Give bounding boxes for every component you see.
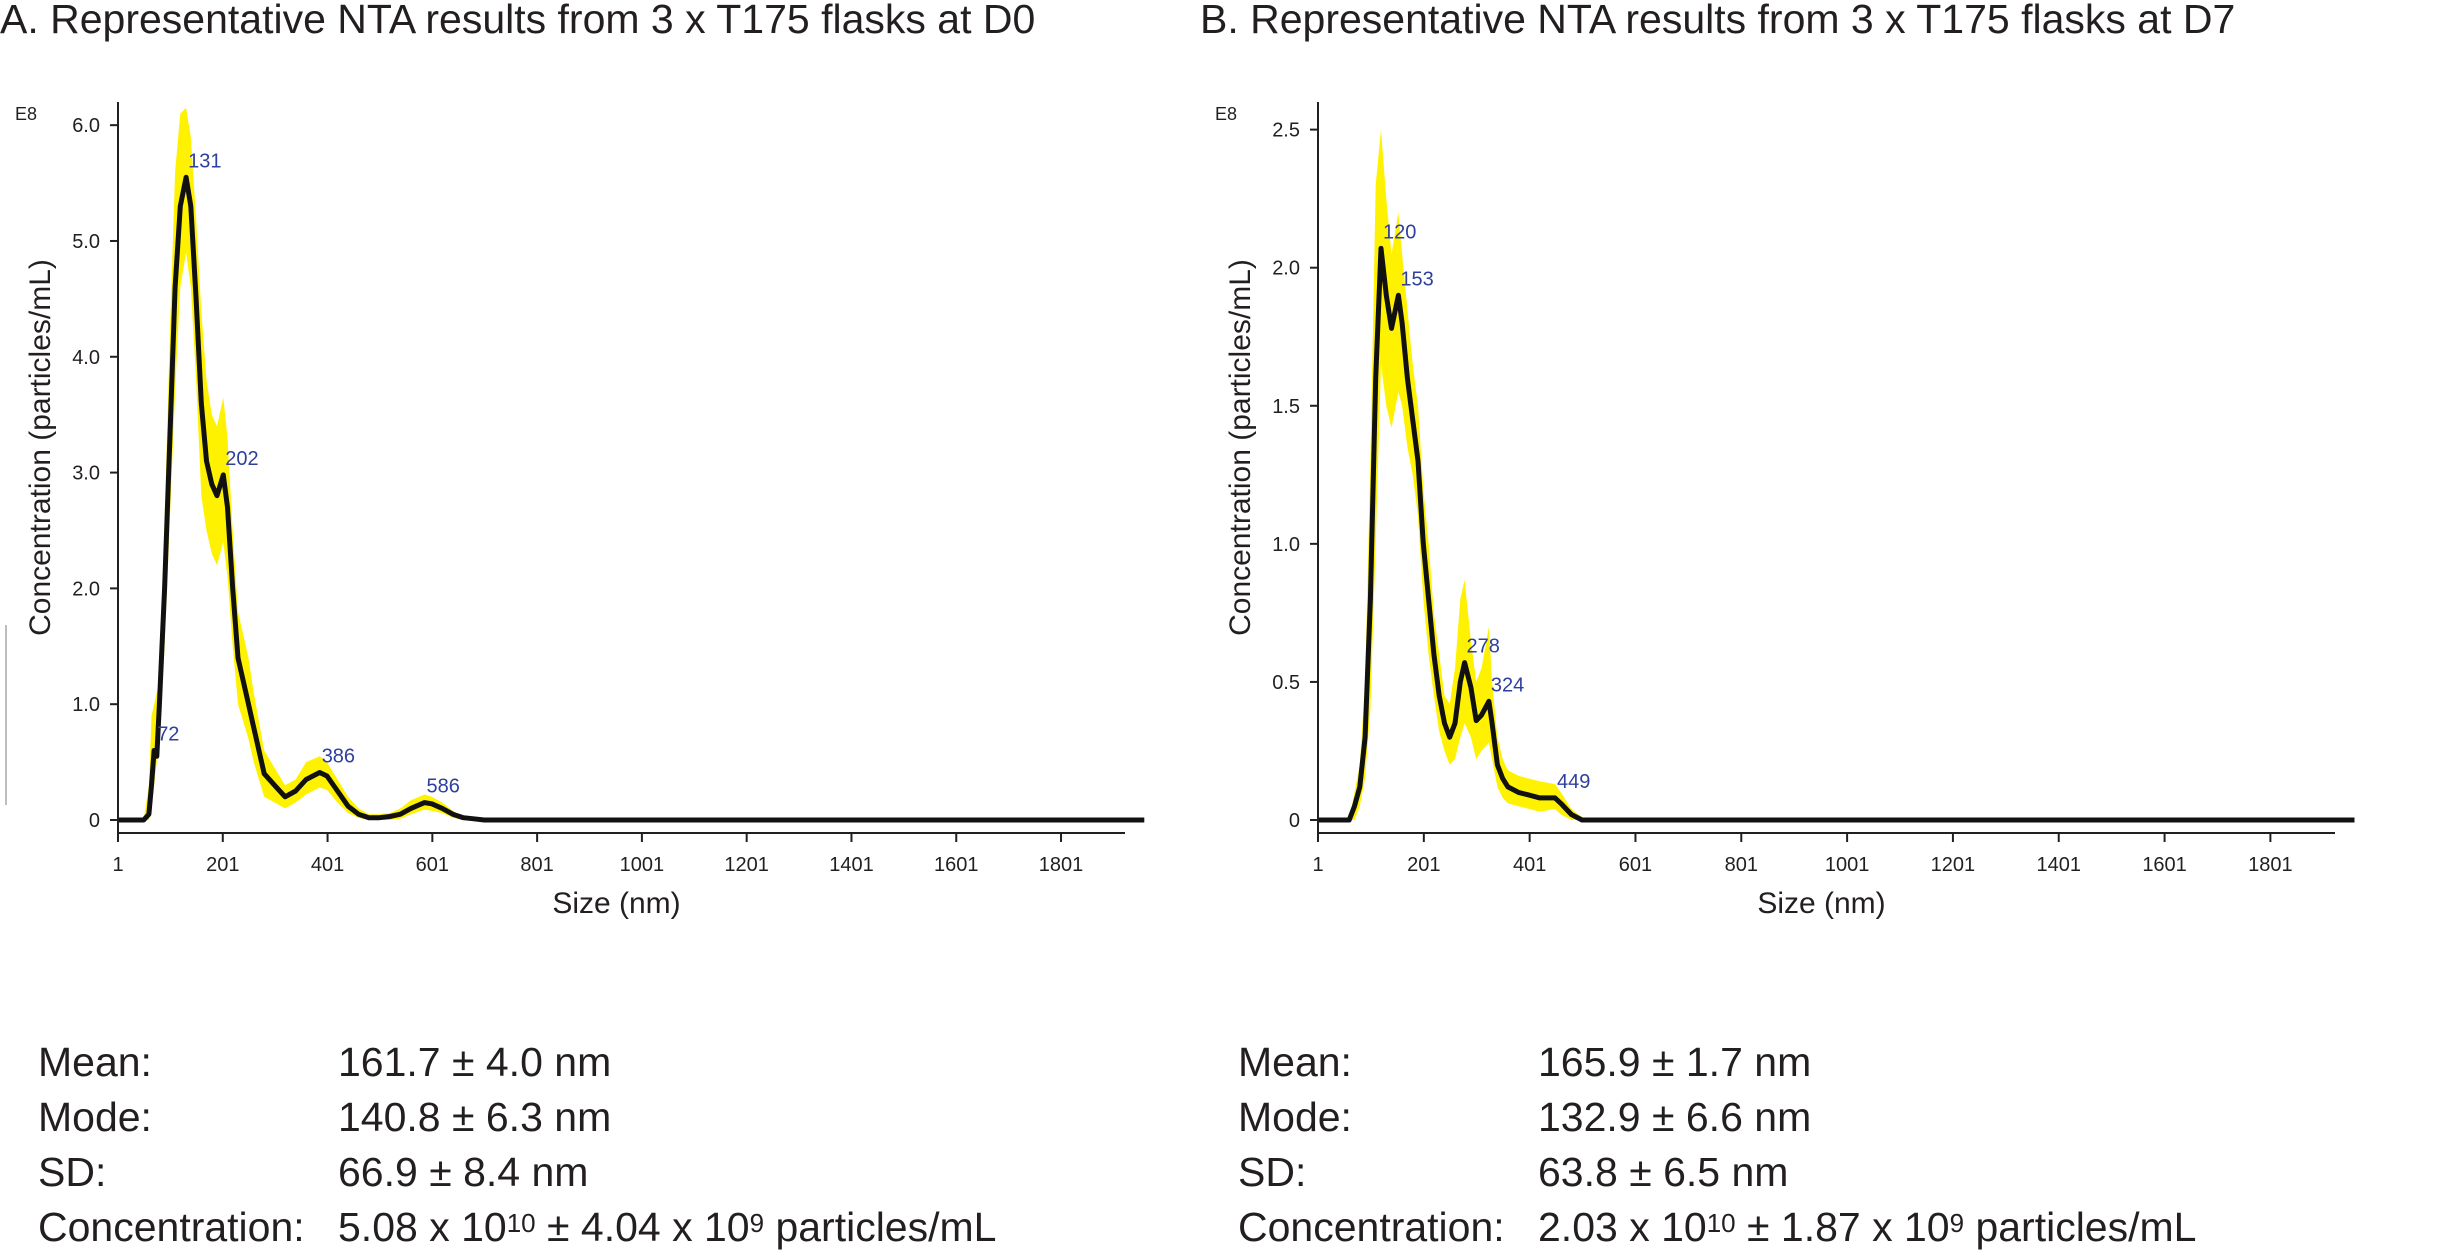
y-tick-label: 2.5 (1272, 120, 1300, 142)
peak-label: 120 (1383, 221, 1416, 243)
stat-value: 132.9 ± 6.6 nm (1538, 1094, 1812, 1140)
x-tick-label: 201 (1407, 854, 1440, 876)
conc-mantissa: 5.08 x 10 (338, 1204, 507, 1250)
panel-a: A. Representative NTA results from 3 x T… (0, 0, 1210, 1254)
stat-value: 66.9 ± 8.4 nm (338, 1149, 589, 1195)
y-axis-label: Concentration (particles/mL) (24, 259, 57, 636)
panel-title: B. Representative NTA results from 3 x T… (1200, 0, 2236, 42)
stat-label: Mode: (1238, 1094, 1352, 1140)
peak-label: 278 (1467, 636, 1500, 658)
conc-exponent: 10 (506, 1208, 536, 1238)
y-tick-label: 5.0 (72, 231, 100, 253)
y-tick-label: 3.0 (72, 463, 100, 485)
panel-b: B. Representative NTA results from 3 x T… (1200, 0, 2410, 1254)
conc-unit: particles/mL (1964, 1204, 2197, 1250)
nta-chart-d0: 01.02.03.04.05.06.01 201 401 601 801 1001 1201… (15, 102, 1166, 920)
x-tick-label: 801 (520, 854, 553, 876)
stat-label: Concentration: (38, 1204, 305, 1250)
x-tick-label: 1201 (1931, 854, 1976, 876)
stat-label: SD: (38, 1149, 107, 1195)
x-axis-label: Size (nm) (552, 887, 680, 920)
x-tick-label: 1401 (829, 854, 874, 876)
conc-mantissa: 2.03 x 10 (1538, 1204, 1707, 1250)
stat-value: 63.8 ± 6.5 nm (1538, 1149, 1789, 1195)
x-tick-label: 801 (1725, 854, 1758, 876)
conc-error-mantissa: ± 4.04 x 10 (535, 1204, 750, 1250)
y-tick-label: 0 (1289, 810, 1300, 832)
conc-exponent: 10 (1706, 1208, 1736, 1238)
x-tick-label: 201 (206, 854, 239, 876)
stat-value: 5.08 x 1010 ± 4.04 x 109 particles/mL (338, 1200, 996, 1255)
conc-error-mantissa: ± 1.87 x 10 (1735, 1204, 1950, 1250)
x-tick-label: 1401 (2036, 854, 2081, 876)
x-tick-label: 1 (1312, 854, 1323, 876)
y-tick-label: 2.0 (1272, 258, 1300, 280)
panel-title: A. Representative NTA results from 3 x T… (0, 0, 1036, 42)
x-tick-label: 1 (112, 854, 123, 876)
x-tick-label: 601 (1619, 854, 1652, 876)
y-tick-label: 6.0 (72, 115, 100, 137)
y-scale-label: E8 (15, 104, 37, 124)
y-tick-label: 1.5 (1272, 396, 1300, 418)
conc-unit: particles/mL (764, 1204, 997, 1250)
x-tick-label: 1001 (620, 854, 665, 876)
peak-label: 202 (225, 448, 258, 470)
peak-label: 386 (322, 746, 355, 768)
stat-label: Concentration: (1238, 1204, 1505, 1250)
x-tick-label: 601 (416, 854, 449, 876)
nta-chart-d7: 00.51.01.52.02.51 201 401 601 801 1001 1201 140… (1215, 102, 2376, 920)
x-tick-label: 1801 (1039, 854, 1084, 876)
x-tick-label: 401 (1513, 854, 1546, 876)
y-tick-label: 2.0 (72, 578, 100, 600)
mean-line-series (1318, 245, 2355, 823)
x-axis-label: Size (nm) (1757, 887, 1885, 920)
stat-value: 165.9 ± 1.7 nm (1538, 1039, 1812, 1085)
x-tick-label: 401 (311, 854, 344, 876)
peak-label: 586 (426, 776, 459, 798)
y-tick-label: 1.0 (1272, 534, 1300, 556)
left-edge-rule (5, 625, 7, 805)
stat-label: Mean: (1238, 1039, 1352, 1085)
y-tick-label: 0 (89, 810, 100, 832)
peak-label: 72 (157, 724, 179, 746)
stat-label: Mode: (38, 1094, 152, 1140)
y-axis-label: Concentration (particles/mL) (1224, 259, 1257, 636)
stat-value: 140.8 ± 6.3 nm (338, 1094, 612, 1140)
confidence-band-series (118, 107, 1166, 821)
mean-line-series (118, 174, 1145, 823)
x-tick-label: 1801 (2248, 854, 2293, 876)
x-tick-label: 1601 (2142, 854, 2187, 876)
x-tick-label: 1601 (934, 854, 979, 876)
peak-label: 324 (1491, 674, 1524, 696)
y-tick-label: 0.5 (1272, 672, 1300, 694)
stat-label: Mean: (38, 1039, 152, 1085)
x-tick-label: 1201 (724, 854, 769, 876)
conc-error-exponent: 9 (749, 1208, 765, 1238)
peak-label: 449 (1557, 771, 1590, 793)
stat-value: 161.7 ± 4.0 nm (338, 1039, 612, 1085)
peak-label: 131 (188, 150, 221, 172)
stat-value: 2.03 x 1010 ± 1.87 x 109 particles/mL (1538, 1200, 2196, 1255)
peak-label: 153 (1400, 268, 1433, 290)
conc-error-exponent: 9 (1949, 1208, 1965, 1238)
x-tick-label: 1001 (1825, 854, 1870, 876)
y-scale-label: E8 (1215, 104, 1237, 124)
stat-label: SD: (1238, 1149, 1307, 1195)
y-tick-label: 4.0 (72, 347, 100, 369)
y-tick-label: 1.0 (72, 694, 100, 716)
